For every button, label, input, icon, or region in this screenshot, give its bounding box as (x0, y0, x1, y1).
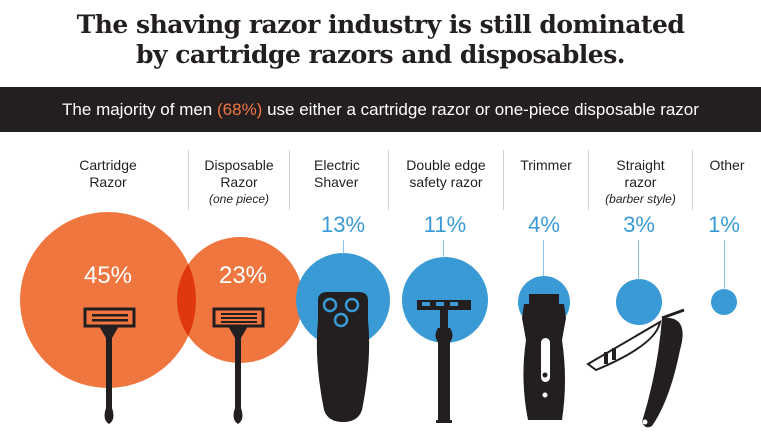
pct-trimmer: 4% (528, 212, 560, 237)
bubble-straight (616, 279, 662, 325)
page-title: The shaving razor industry is still domi… (0, 10, 761, 70)
stem (724, 240, 725, 290)
disposable-razor-icon (212, 307, 265, 424)
electric-shaver-icon (316, 292, 370, 422)
safety-razor-icon (417, 300, 471, 423)
divider (503, 150, 504, 210)
pct-other: 1% (708, 212, 740, 237)
subtitle-text-end: use either a cartridge razor or one-piec… (262, 100, 699, 119)
stem (543, 240, 544, 276)
divider (188, 150, 189, 210)
label-straight: Straight razor (barber style) (605, 157, 676, 206)
stem (638, 240, 639, 280)
stem (343, 240, 344, 254)
stem (443, 240, 444, 258)
subtitle-highlight: (68%) (217, 100, 263, 119)
label-electric: Electric Shaver (314, 157, 360, 190)
label-cartridge: Cartridge Razor (79, 157, 137, 190)
pct-cartridge: 45% (83, 262, 133, 289)
divider (588, 150, 589, 210)
trimmer-icon (522, 294, 566, 420)
bubble-other (711, 289, 737, 315)
divider (388, 150, 389, 210)
subtitle-band: The majority of men (68%) use either a c… (0, 87, 761, 132)
label-double-edge: Double edge safety razor (406, 157, 486, 190)
label-other: Other (709, 157, 745, 173)
pct-electric: 13% (320, 212, 366, 237)
divider (289, 150, 290, 210)
pct-double-edge: 11% (423, 212, 467, 237)
title-line-1: The shaving razor industry is still domi… (76, 10, 685, 39)
label-disposable: Disposable Razor (one piece) (204, 157, 274, 206)
title-line-2: by cartridge razors and disposables. (136, 40, 625, 69)
subtitle-text: The majority of men (62, 100, 217, 119)
cartridge-razor-icon (83, 307, 136, 424)
pct-straight: 3% (623, 212, 655, 237)
straight-razor-icon (586, 308, 685, 428)
divider (692, 150, 693, 210)
pct-disposable: 23% (218, 262, 268, 289)
label-trimmer: Trimmer (520, 157, 572, 173)
